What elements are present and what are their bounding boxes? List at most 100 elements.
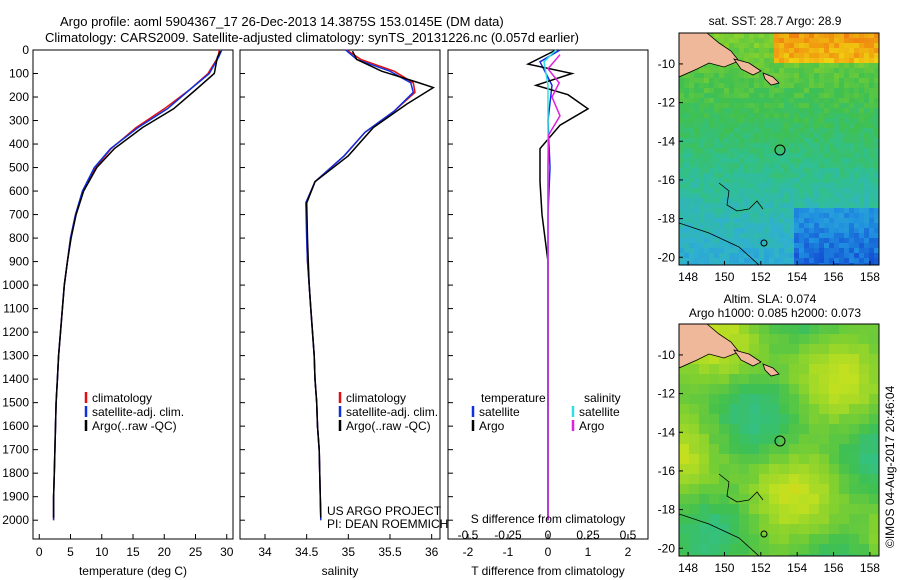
map-cell	[719, 108, 724, 113]
map-cell	[719, 198, 724, 203]
map-cell	[759, 193, 764, 198]
map-cell	[849, 534, 859, 544]
map-cell	[784, 198, 789, 203]
map-cell	[864, 153, 869, 158]
map-cell	[769, 98, 774, 103]
map-cell	[854, 73, 859, 78]
map-cell	[774, 143, 779, 148]
map-cell	[694, 128, 699, 133]
map-cell	[839, 554, 849, 556]
depth-tick-label: 1500	[2, 396, 29, 410]
map-cell	[819, 218, 824, 223]
map-cell	[804, 78, 809, 83]
map-cell	[829, 163, 834, 168]
map-cell	[764, 263, 769, 265]
map-cell	[779, 374, 789, 384]
map-cell	[799, 78, 804, 83]
map-cell	[874, 128, 879, 133]
map-cell	[849, 434, 859, 444]
map-cell	[689, 364, 699, 374]
map-cell	[684, 128, 689, 133]
map-cell	[729, 464, 739, 474]
map-cell	[834, 163, 839, 168]
map-cell	[789, 238, 794, 243]
map-cell	[709, 454, 719, 464]
map-cell	[799, 103, 804, 108]
map-cell	[874, 198, 879, 203]
map-cell	[819, 208, 824, 213]
map-cell	[704, 243, 709, 248]
map-cell	[724, 98, 729, 103]
map-cell	[819, 203, 824, 208]
map-cell	[739, 524, 749, 534]
map-cell	[749, 404, 759, 414]
map-cell	[854, 138, 859, 143]
map-cell	[809, 193, 814, 198]
map-cell	[694, 73, 699, 78]
map-cell	[739, 68, 744, 73]
map-cell	[719, 243, 724, 248]
map-cell	[874, 168, 879, 173]
map-cell	[839, 384, 849, 394]
map-cell	[804, 98, 809, 103]
map-cell	[729, 178, 734, 183]
map-cell	[729, 198, 734, 203]
map-cell	[754, 143, 759, 148]
map-cell	[854, 128, 859, 133]
map-cell	[734, 238, 739, 243]
map-cell	[684, 233, 689, 238]
map-cell	[819, 78, 824, 83]
map-cell	[854, 238, 859, 243]
map-cell	[724, 193, 729, 198]
map-cell	[769, 158, 774, 163]
map-cell	[739, 454, 749, 464]
island	[762, 72, 780, 86]
map-cell	[779, 118, 784, 123]
map-cell	[799, 374, 809, 384]
map-cell	[819, 58, 824, 63]
map-cell	[869, 113, 874, 118]
map-cell	[874, 33, 879, 38]
map-cell	[784, 173, 789, 178]
map-cell	[784, 88, 789, 93]
map-cell	[779, 233, 784, 238]
map-cell	[714, 263, 719, 265]
map-cell	[719, 123, 724, 128]
map-cell	[764, 158, 769, 163]
map-cell	[779, 128, 784, 133]
map-cell	[859, 243, 864, 248]
map-cell	[849, 364, 859, 374]
map-cell	[704, 128, 709, 133]
map-cell	[709, 484, 719, 494]
map-cell	[854, 53, 859, 58]
map-cell	[829, 218, 834, 223]
map-cell	[729, 153, 734, 158]
map-cell	[764, 168, 769, 173]
map-cell	[719, 253, 724, 258]
map-cell	[804, 198, 809, 203]
map-cell	[729, 63, 734, 68]
map-cell	[709, 504, 719, 514]
map-cell	[754, 158, 759, 163]
map-cell	[819, 123, 824, 128]
map-cell	[679, 188, 684, 193]
map-cell	[874, 243, 879, 248]
map-cell	[779, 248, 784, 253]
depth-tick-label: 1600	[2, 419, 29, 433]
map-cell	[759, 444, 769, 454]
map-cell	[719, 324, 729, 334]
map-cell	[794, 223, 799, 228]
map-cell	[819, 83, 824, 88]
map-cell	[809, 253, 814, 258]
map-cell	[729, 213, 734, 218]
map-cell	[864, 198, 869, 203]
map-cell	[829, 213, 834, 218]
map-cell	[804, 128, 809, 133]
map-ytick-label: -16	[658, 173, 676, 187]
map-cell	[789, 524, 799, 534]
map-cell	[814, 193, 819, 198]
map-cell	[859, 123, 864, 128]
map-cell	[754, 253, 759, 258]
map-cell	[709, 63, 714, 68]
map-cell	[734, 128, 739, 133]
